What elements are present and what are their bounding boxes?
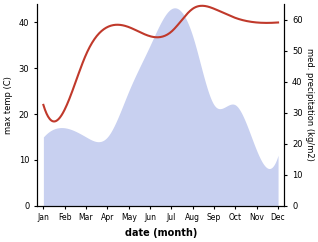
X-axis label: date (month): date (month) (125, 228, 197, 238)
Y-axis label: max temp (C): max temp (C) (4, 76, 13, 134)
Y-axis label: med. precipitation (kg/m2): med. precipitation (kg/m2) (305, 48, 314, 161)
